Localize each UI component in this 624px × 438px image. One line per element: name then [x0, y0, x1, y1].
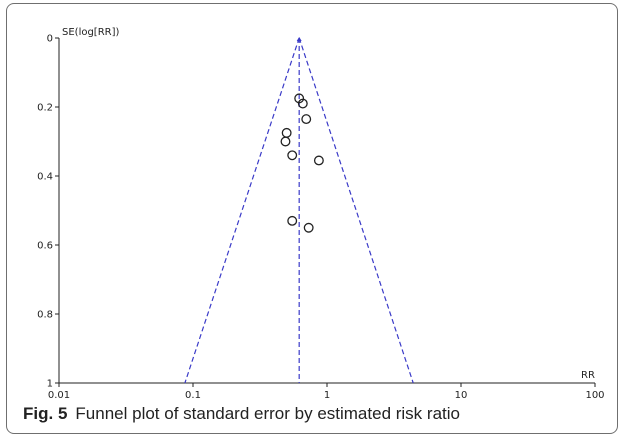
study-point	[313, 155, 324, 166]
figure-frame	[6, 3, 618, 434]
funnel-apex-marker	[296, 37, 302, 41]
study-point	[287, 215, 298, 226]
x-tick-label: 100	[585, 390, 604, 401]
y-tick-label: 1	[47, 379, 53, 390]
y-tick-label: 0.2	[37, 103, 53, 114]
figure-caption: Fig. 5 Funnel plot of standard error by e…	[23, 404, 460, 424]
study-point	[297, 98, 308, 109]
y-axis-title: SE(log[RR])	[62, 27, 120, 38]
x-tick-label: 0.01	[48, 390, 70, 401]
x-tick-label: 10	[455, 390, 468, 401]
caption-text: Funnel plot of standard error by estimat…	[75, 404, 460, 423]
y-tick-label: 0.4	[37, 172, 53, 183]
data-points	[280, 93, 324, 233]
x-tick-label: 1	[324, 390, 330, 401]
study-point	[287, 150, 298, 161]
funnel-left-limit	[184, 37, 300, 384]
y-tick-label: 0	[47, 34, 53, 45]
axes: 00.20.40.60.810.01 0.1 1 10 100	[37, 34, 604, 402]
x-axis-title: RR	[581, 370, 595, 381]
caption-label: Fig. 5	[23, 404, 68, 423]
study-point	[303, 222, 314, 233]
funnel-right-limit	[298, 37, 414, 384]
study-point	[301, 114, 312, 125]
y-tick-label: 0.8	[37, 310, 53, 321]
study-point	[280, 136, 291, 147]
y-tick-label: 0.6	[37, 241, 53, 252]
x-tick-label: 0.1	[185, 390, 201, 401]
funnel	[184, 37, 414, 384]
study-point	[281, 127, 292, 138]
